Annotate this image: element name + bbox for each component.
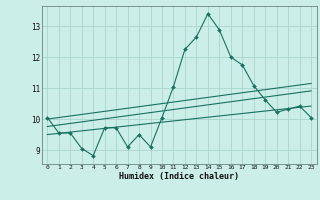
- X-axis label: Humidex (Indice chaleur): Humidex (Indice chaleur): [119, 172, 239, 181]
